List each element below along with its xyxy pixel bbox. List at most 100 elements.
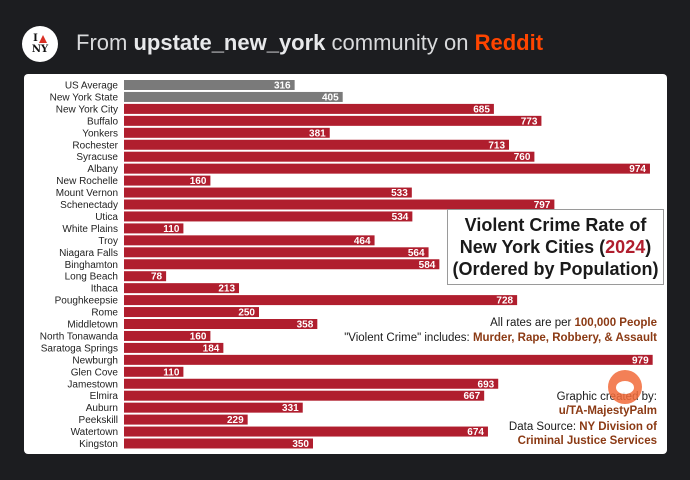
community-link[interactable]: upstate_new_york [133, 30, 326, 55]
category-label-kingston: Kingston [79, 439, 118, 450]
value-label-mount-vernon: 533 [391, 188, 408, 199]
bar-poughkeepsie [124, 295, 518, 306]
title-line-1: Violent Crime Rate of [464, 215, 647, 235]
value-label-rochester: 713 [488, 140, 505, 151]
bar-watertown [124, 426, 488, 437]
value-label-yonkers: 381 [309, 128, 326, 139]
value-label-auburn: 331 [282, 403, 299, 414]
value-label-kingston: 350 [292, 439, 309, 450]
reddit-snoo-icon[interactable] [608, 370, 642, 404]
value-label-middletown: 358 [297, 320, 314, 331]
rate-note-prefix: All rates are per [490, 317, 575, 329]
value-label-rome: 250 [238, 308, 255, 319]
source-line-1: Data Source: NY Division of [509, 421, 657, 433]
author-name: u/TA-MajestyPalm [558, 405, 657, 417]
category-label-watertown: Watertown [71, 427, 118, 438]
bar-glen-cove [124, 366, 184, 377]
logo-top-row: I [33, 32, 47, 44]
created-by-label: Graphic created by: [556, 391, 657, 403]
definition-note-highlight: Murder, Rape, Robbery, & Assault [472, 332, 657, 344]
value-label-newburgh: 979 [632, 355, 649, 366]
value-label-poughkeepsie: 728 [496, 296, 513, 307]
value-label-albany: 974 [629, 164, 646, 175]
author-credit: u/TA-MajestyPalm [559, 405, 657, 417]
bar-buffalo [124, 115, 542, 126]
value-label-buffalo: 773 [521, 116, 538, 127]
bar-us-average [124, 80, 295, 90]
chart-title-box: Violent Crime Rate of New York Cities (2… [447, 209, 664, 285]
value-label-watertown: 674 [467, 427, 484, 438]
category-label-new-york-city: New York City [56, 104, 118, 115]
bar-jamestown [124, 378, 499, 389]
value-label-elmira: 667 [463, 391, 480, 402]
category-label-jamestown: Jamestown [67, 379, 118, 390]
snoo-face [616, 380, 634, 394]
i-love-ny-logo[interactable]: I NY [22, 26, 58, 62]
value-label-us-average: 316 [274, 81, 291, 92]
bar-yonkers [124, 127, 330, 138]
value-label-glen-cove: 110 [163, 367, 180, 378]
category-label-north-tonawanda: North Tonawanda [40, 331, 119, 342]
source-name-2: Criminal Justice Services [517, 435, 657, 447]
bar-utica [124, 211, 413, 222]
category-label-elmira: Elmira [90, 391, 119, 402]
title-prefix: From [76, 30, 134, 55]
value-label-syracuse: 760 [514, 152, 531, 163]
category-label-buffalo: Buffalo [87, 116, 118, 127]
category-label-us-average: US Average [65, 81, 119, 92]
category-label-rochester: Rochester [72, 140, 118, 151]
rate-note: All rates are per 100,000 People [490, 317, 657, 329]
bar-saratoga-springs [124, 342, 224, 353]
bar-niagara-falls [124, 247, 429, 258]
category-label-binghamton: Binghamton [65, 260, 118, 271]
chart-card: US Average 316 New York State 405 New York C… [24, 74, 667, 454]
value-label-white-plains: 110 [163, 224, 180, 235]
category-label-saratoga-springs: Saratoga Springs [41, 343, 118, 354]
value-label-jamestown: 693 [478, 379, 495, 390]
value-label-niagara-falls: 564 [408, 248, 425, 259]
value-label-troy: 464 [354, 236, 371, 247]
category-label-ithaca: Ithaca [91, 284, 119, 295]
bar-elmira [124, 390, 485, 401]
category-label-new-york-state: New York State [50, 92, 119, 103]
value-label-peekskill: 229 [227, 415, 244, 426]
platform-link[interactable]: Reddit [474, 30, 544, 55]
bar-troy [124, 235, 375, 246]
value-label-north-tonawanda: 160 [190, 331, 207, 342]
category-label-utica: Utica [95, 212, 118, 223]
bar-rome [124, 307, 259, 318]
logo-letter-i: I [33, 32, 38, 44]
category-label-peekskill: Peekskill [79, 415, 118, 426]
post-header: I NY From upstate_new_york community on … [0, 0, 690, 74]
category-label-long-beach: Long Beach [65, 272, 118, 283]
bar-chart: US Average 316 New York State 405 New York C… [40, 80, 653, 450]
bar-newburgh [124, 354, 653, 365]
up-arrow-icon [38, 34, 47, 43]
category-label-poughkeepsie: Poughkeepsie [55, 296, 119, 307]
bar-ithaca [124, 283, 240, 294]
category-label-middletown: Middletown [67, 320, 118, 331]
rate-note-highlight: 100,000 People [574, 317, 657, 329]
title-year: 2024 [605, 237, 646, 257]
category-label-newburgh: Newburgh [72, 355, 118, 366]
definition-note-prefix: "Violent Crime" includes: [344, 332, 473, 344]
category-label-troy: Troy [98, 236, 118, 247]
definition-note: "Violent Crime" includes: Murder, Rape, … [344, 332, 657, 344]
bar-kingston [124, 438, 313, 449]
bar-middletown [124, 319, 318, 329]
value-label-ithaca: 213 [218, 284, 235, 295]
category-label-white-plains: White Plains [62, 224, 118, 235]
bar-auburn [124, 402, 303, 413]
value-label-new-york-city: 685 [473, 104, 490, 115]
bar-schenectady [124, 199, 555, 210]
category-label-auburn: Auburn [86, 403, 118, 414]
value-label-saratoga-springs: 184 [203, 343, 220, 354]
title-line-2-suffix: ) [645, 237, 652, 257]
value-label-utica: 534 [392, 212, 409, 223]
bar-syracuse [124, 151, 535, 162]
title-line-2-prefix: New York Cities ( [459, 237, 606, 257]
bar-rochester [124, 139, 510, 150]
source-label: Data Source: [508, 421, 580, 433]
category-label-albany: Albany [87, 164, 118, 175]
category-label-schenectady: Schenectady [60, 200, 118, 211]
